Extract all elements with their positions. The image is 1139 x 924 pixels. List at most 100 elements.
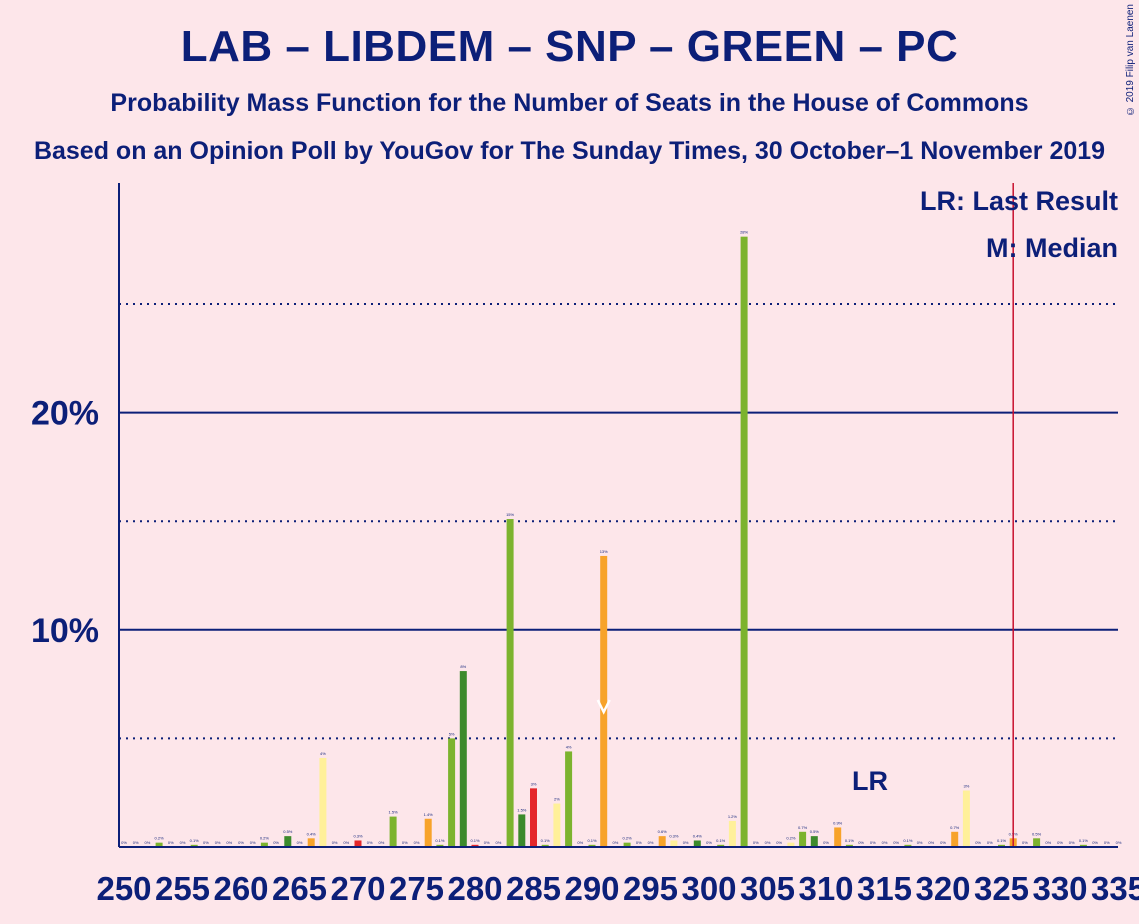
bar-value-label: 0.4% — [307, 831, 317, 836]
bar — [810, 836, 818, 847]
bar-value-label: 28% — [740, 230, 748, 235]
bar — [471, 844, 479, 847]
bar-value-label: 1.5% — [389, 810, 399, 815]
bar-value-label: 0% — [1057, 840, 1063, 845]
bar-value-label: 0% — [858, 840, 864, 845]
bar — [962, 790, 970, 847]
bar-value-label: 5% — [449, 731, 455, 736]
bar — [459, 671, 467, 847]
bar — [530, 788, 537, 847]
x-tick-label: 250 — [96, 870, 151, 907]
bar-value-label: 0% — [577, 840, 583, 845]
legend: LR: Last Result M: Median — [920, 186, 1118, 263]
bar-value-label: 0% — [180, 840, 186, 845]
bar-value-label: 0.1% — [997, 838, 1007, 843]
bar — [541, 844, 549, 847]
bar-value-label: 0.5% — [283, 829, 293, 834]
x-tick-label: 315 — [857, 870, 912, 907]
bar-value-label: 0% — [706, 840, 712, 845]
bar-value-label: 0% — [1116, 840, 1122, 845]
bar — [717, 844, 725, 847]
bar-value-label: 8% — [460, 664, 466, 669]
bar — [588, 844, 596, 847]
chart-source: Based on an Opinion Poll by YouGov for T… — [33, 137, 1106, 165]
last-result-label: LR — [852, 766, 888, 796]
bar-value-label: 0% — [484, 840, 490, 845]
x-tick-label: 300 — [681, 870, 736, 907]
x-tick-label: 335 — [1091, 870, 1139, 907]
bar-value-label: 0% — [414, 840, 420, 845]
grid-lines: 10% 20% — [31, 303, 1118, 740]
bar-value-label: 0% — [367, 840, 373, 845]
bar-value-label: 0.1% — [541, 838, 551, 843]
x-tick-label: 265 — [272, 870, 327, 907]
bar-value-label: 0.2% — [155, 836, 165, 841]
bar-value-label: 0% — [496, 840, 502, 845]
bar-value-label: 2% — [554, 797, 560, 802]
y-tick-label: 10% — [31, 612, 99, 650]
bar — [799, 831, 807, 847]
bar-value-label: 0% — [1045, 840, 1051, 845]
bar-value-label: 0.5% — [1032, 831, 1042, 836]
bar-series: 0% 0% 0%0.2%0% 0% 0.1% 0% 0% 0% 0% 0%0.2%0%0.5%0%… — [121, 183, 1122, 848]
bar-value-label: 0.2% — [260, 836, 270, 841]
bar-value-label: 13% — [600, 549, 608, 554]
bar — [904, 844, 912, 847]
bar — [190, 844, 198, 847]
bar-value-label: 0% — [928, 840, 934, 845]
bar-value-label: 3% — [531, 781, 537, 786]
bar — [670, 840, 678, 847]
bar-value-label: 0% — [613, 840, 619, 845]
bar-value-label: 0% — [215, 840, 221, 845]
bar-value-label: 0.1% — [470, 838, 480, 843]
bar-value-label: 0% — [753, 840, 759, 845]
bar — [623, 842, 631, 847]
x-tick-label: 305 — [740, 870, 795, 907]
bar-value-label: 0% — [893, 840, 899, 845]
bar — [728, 820, 736, 847]
bar-value-label: 0.2% — [786, 836, 796, 841]
bar-value-label: 0% — [238, 840, 244, 845]
bar-value-label: 0% — [636, 840, 642, 845]
bar — [354, 840, 362, 847]
bar-value-label: 0% — [870, 840, 876, 845]
bar — [787, 842, 795, 847]
bar-value-label: 0% — [1104, 840, 1110, 845]
bar-value-label: 0.5% — [810, 829, 820, 834]
bar-value-label: 0% — [379, 840, 385, 845]
bar-value-label: 0% — [203, 840, 209, 845]
bar — [319, 757, 327, 847]
bar — [307, 838, 315, 847]
bar-value-label: 0% — [1069, 840, 1075, 845]
bar — [506, 519, 514, 847]
bar-value-label: 0.3% — [669, 833, 679, 838]
x-tick-label: 290 — [564, 870, 619, 907]
x-tick-label: 270 — [330, 870, 385, 907]
bar — [518, 814, 526, 847]
bar-value-label: 4% — [320, 751, 326, 756]
bar — [1033, 838, 1041, 847]
bar-value-label: 0.1% — [587, 838, 597, 843]
bar — [389, 816, 397, 847]
bar-value-label: 0% — [776, 840, 782, 845]
bar — [424, 818, 432, 847]
x-tick-label: 285 — [506, 870, 561, 907]
bar-value-label: 0% — [975, 840, 981, 845]
bar-value-label: 0% — [121, 840, 127, 845]
chart-subtitle: Probability Mass Function for the Number… — [110, 89, 1029, 117]
bar — [845, 844, 853, 847]
bar — [448, 738, 456, 847]
bar — [284, 836, 292, 847]
bar — [1079, 844, 1087, 847]
bar-value-label: 1.4% — [424, 812, 434, 817]
bar — [658, 836, 666, 847]
x-tick-label: 275 — [389, 870, 444, 907]
x-tick-label: 280 — [447, 870, 502, 907]
bar-value-label: 0% — [823, 840, 829, 845]
bar-value-label: 0% — [940, 840, 946, 845]
bar — [260, 842, 268, 847]
bar — [155, 842, 163, 847]
bar — [998, 844, 1005, 847]
bar-value-label: 0.7% — [950, 825, 960, 830]
bar-value-label: 0.1% — [845, 838, 855, 843]
